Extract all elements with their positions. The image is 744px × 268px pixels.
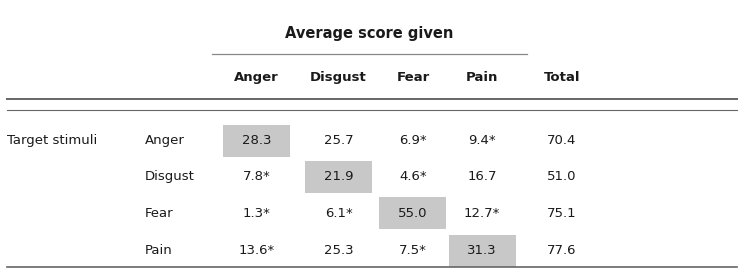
- Text: 77.6: 77.6: [547, 244, 577, 257]
- Text: Pain: Pain: [466, 71, 498, 84]
- Text: 16.7: 16.7: [467, 170, 497, 183]
- Text: Average score given: Average score given: [285, 26, 454, 41]
- Text: 25.3: 25.3: [324, 244, 353, 257]
- Text: 51.0: 51.0: [547, 170, 577, 183]
- Text: Disgust: Disgust: [310, 71, 367, 84]
- FancyBboxPatch shape: [379, 197, 446, 229]
- Text: 28.3: 28.3: [242, 134, 272, 147]
- Text: Fear: Fear: [145, 207, 173, 219]
- Text: 1.3*: 1.3*: [243, 207, 271, 219]
- Text: Total: Total: [543, 71, 580, 84]
- Text: 12.7*: 12.7*: [464, 207, 500, 219]
- Text: 25.7: 25.7: [324, 134, 353, 147]
- FancyBboxPatch shape: [223, 125, 290, 157]
- Text: Fear: Fear: [397, 71, 429, 84]
- Text: 70.4: 70.4: [547, 134, 577, 147]
- FancyBboxPatch shape: [305, 161, 372, 193]
- Text: Target stimuli: Target stimuli: [7, 134, 97, 147]
- Text: 7.5*: 7.5*: [399, 244, 427, 257]
- Text: Pain: Pain: [145, 244, 173, 257]
- Text: Anger: Anger: [145, 134, 185, 147]
- Text: 75.1: 75.1: [547, 207, 577, 219]
- Text: Anger: Anger: [234, 71, 279, 84]
- Text: 31.3: 31.3: [467, 244, 497, 257]
- Text: 4.6*: 4.6*: [399, 170, 427, 183]
- Text: Disgust: Disgust: [145, 170, 195, 183]
- Text: 7.8*: 7.8*: [243, 170, 271, 183]
- FancyBboxPatch shape: [449, 234, 516, 267]
- Text: 55.0: 55.0: [398, 207, 428, 219]
- Text: 9.4*: 9.4*: [468, 134, 496, 147]
- Text: 6.1*: 6.1*: [324, 207, 353, 219]
- Text: 6.9*: 6.9*: [399, 134, 427, 147]
- Text: 13.6*: 13.6*: [239, 244, 275, 257]
- Text: 21.9: 21.9: [324, 170, 353, 183]
